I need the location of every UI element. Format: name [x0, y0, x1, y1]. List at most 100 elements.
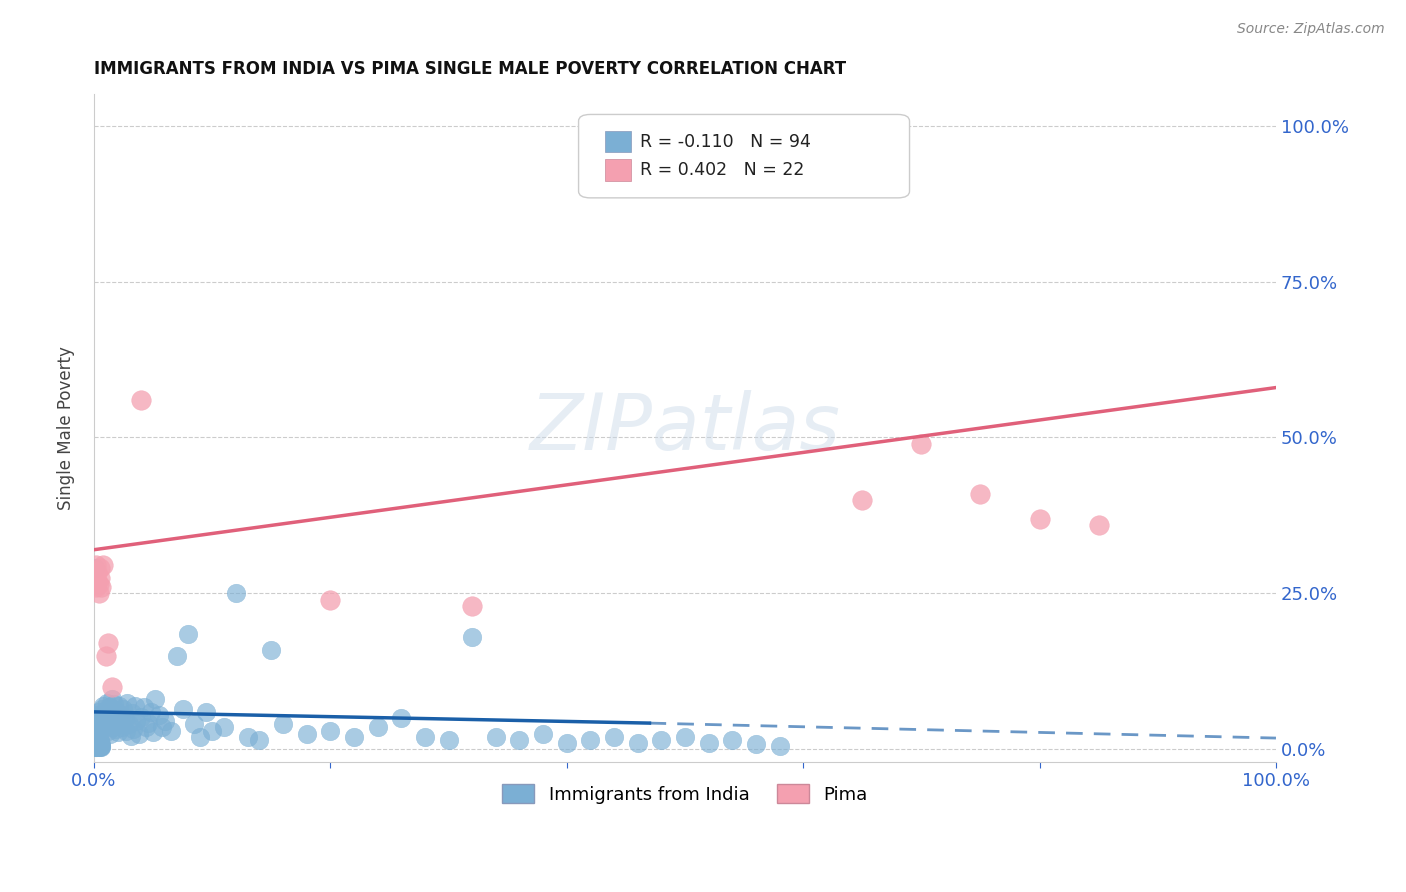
Point [84, 737, 107, 751]
Point [84, 739, 107, 754]
Point [97, 711, 120, 725]
Point [84, 739, 107, 754]
Point [86, 739, 108, 754]
Point [89, 739, 111, 753]
Legend: Immigrants from India, Pima: Immigrants from India, Pima [494, 775, 877, 813]
Point [145, 692, 167, 706]
Text: IMMIGRANTS FROM INDIA VS PIMA SINGLE MALE POVERTY CORRELATION CHART: IMMIGRANTS FROM INDIA VS PIMA SINGLE MAL… [94, 60, 846, 78]
Point [93, 718, 115, 732]
Point [90, 739, 112, 754]
Point [98, 699, 121, 714]
Point [100, 717, 122, 731]
Point [89, 571, 111, 585]
Point [84, 739, 107, 754]
Point [96, 696, 118, 710]
Point [108, 716, 131, 731]
Point [84, 739, 107, 753]
Point [910, 436, 932, 450]
Point [87, 739, 110, 754]
Point [84, 558, 107, 573]
Point [90, 739, 112, 754]
Point [461, 599, 484, 613]
Point [90, 580, 112, 594]
Point [90, 737, 112, 751]
Point [86, 708, 108, 723]
Point [212, 721, 235, 735]
Point [100, 708, 122, 723]
Point [555, 736, 578, 750]
Y-axis label: Single Male Poverty: Single Male Poverty [58, 346, 75, 510]
Point [721, 733, 744, 747]
Point [90, 708, 112, 723]
Point [114, 712, 136, 726]
Point [94, 648, 117, 663]
Point [627, 736, 650, 750]
Point [84, 580, 107, 594]
Point [319, 592, 342, 607]
Point [124, 698, 146, 713]
Point [103, 698, 125, 712]
Point [87, 739, 110, 754]
Point [485, 730, 508, 744]
Point [461, 630, 484, 644]
Point [531, 727, 554, 741]
Point [93, 558, 115, 573]
Point [98, 716, 121, 731]
Point [105, 704, 128, 718]
Point [260, 642, 283, 657]
Point [89, 561, 111, 575]
Bar [605, 159, 630, 180]
Point [101, 721, 124, 735]
Point [389, 711, 412, 725]
Point [84, 740, 107, 755]
Point [112, 702, 135, 716]
Point [201, 723, 224, 738]
Point [183, 717, 205, 731]
Point [121, 706, 143, 720]
Point [107, 724, 129, 739]
Point [139, 705, 162, 719]
Point [768, 739, 790, 754]
Point [128, 727, 150, 741]
Point [89, 737, 111, 751]
Point [104, 706, 127, 720]
Point [579, 733, 602, 747]
Point [851, 492, 873, 507]
Point [969, 486, 991, 500]
Point [508, 733, 530, 747]
Point [84, 739, 107, 754]
Point [1028, 511, 1050, 525]
Point [87, 739, 110, 753]
Point [1087, 517, 1109, 532]
Point [437, 733, 460, 747]
Point [84, 738, 107, 752]
Point [84, 731, 107, 745]
Point [87, 705, 110, 719]
Point [86, 737, 108, 751]
Point [107, 698, 129, 713]
Point [319, 723, 342, 738]
Point [107, 714, 129, 729]
Point [93, 706, 115, 720]
Point [166, 648, 188, 663]
Point [87, 586, 110, 600]
Text: R = 0.402   N = 22: R = 0.402 N = 22 [640, 161, 804, 178]
Point [177, 627, 200, 641]
Point [90, 712, 112, 726]
Point [745, 737, 768, 751]
Text: Source: ZipAtlas.com: Source: ZipAtlas.com [1237, 22, 1385, 37]
Point [89, 739, 111, 754]
Point [650, 733, 672, 747]
Point [129, 392, 152, 407]
Point [136, 716, 159, 731]
Point [84, 737, 107, 751]
Point [93, 716, 115, 731]
Point [152, 721, 174, 735]
Point [89, 717, 111, 731]
Point [129, 710, 152, 724]
Point [86, 714, 108, 729]
Point [153, 714, 176, 729]
Point [84, 739, 107, 753]
Point [84, 739, 107, 754]
Point [89, 739, 111, 754]
